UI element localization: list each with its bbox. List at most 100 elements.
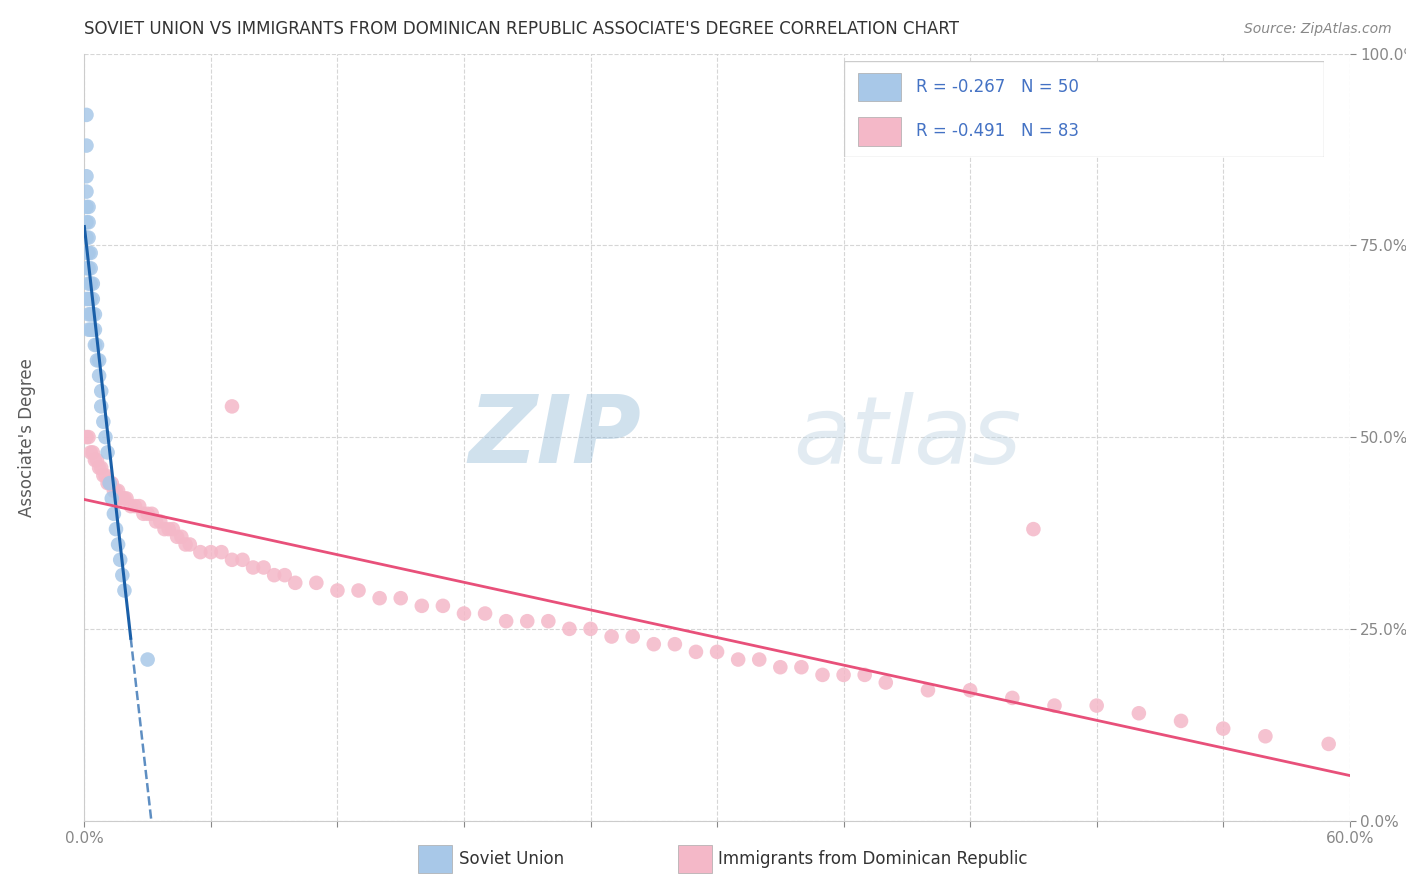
Point bbox=[76, 138, 98, 153]
Point bbox=[128, 499, 150, 513]
Point bbox=[727, 652, 749, 666]
Point bbox=[76, 185, 98, 199]
Point bbox=[1043, 698, 1066, 713]
Point bbox=[82, 307, 104, 321]
Point bbox=[86, 338, 108, 352]
Point bbox=[211, 545, 233, 559]
Point bbox=[77, 430, 100, 444]
Point bbox=[77, 246, 100, 260]
Point bbox=[1128, 706, 1150, 721]
Point bbox=[76, 246, 98, 260]
Point bbox=[959, 683, 981, 698]
Point bbox=[110, 553, 132, 567]
Point bbox=[87, 353, 111, 368]
Bar bbox=[678, 845, 713, 872]
Point bbox=[132, 507, 155, 521]
Point bbox=[76, 430, 98, 444]
Point bbox=[706, 645, 728, 659]
Point bbox=[179, 537, 201, 551]
Point bbox=[917, 683, 939, 698]
Text: ZIP: ZIP bbox=[468, 391, 641, 483]
Point bbox=[77, 307, 100, 321]
Point bbox=[77, 200, 100, 214]
Point bbox=[84, 338, 107, 352]
Point bbox=[76, 230, 98, 244]
Point bbox=[221, 553, 243, 567]
Point bbox=[94, 430, 117, 444]
Point bbox=[93, 468, 115, 483]
Point bbox=[326, 583, 349, 598]
Point bbox=[136, 507, 159, 521]
Point bbox=[1001, 690, 1024, 705]
Point bbox=[77, 277, 100, 291]
Point bbox=[79, 246, 103, 260]
Point bbox=[76, 215, 98, 229]
Point bbox=[84, 307, 107, 321]
Point bbox=[1317, 737, 1340, 751]
Point bbox=[98, 476, 121, 491]
Point bbox=[82, 277, 104, 291]
Point bbox=[274, 568, 297, 582]
Text: Associate's Degree: Associate's Degree bbox=[18, 358, 37, 516]
Point bbox=[86, 353, 108, 368]
Point bbox=[82, 292, 104, 306]
Point bbox=[389, 591, 412, 606]
Point bbox=[162, 522, 184, 536]
Point bbox=[253, 560, 276, 574]
Point bbox=[495, 614, 517, 628]
Point bbox=[145, 515, 167, 529]
Point bbox=[474, 607, 496, 621]
Point bbox=[1254, 729, 1277, 743]
Point bbox=[621, 630, 644, 644]
Point bbox=[516, 614, 538, 628]
Point bbox=[1212, 722, 1234, 736]
Point bbox=[368, 591, 391, 606]
Point bbox=[111, 568, 134, 582]
Point bbox=[82, 445, 104, 459]
Point bbox=[149, 515, 172, 529]
Point bbox=[90, 384, 112, 398]
Point bbox=[86, 453, 108, 467]
Point bbox=[558, 622, 581, 636]
Point bbox=[188, 545, 212, 559]
Point bbox=[790, 660, 813, 674]
Point bbox=[77, 261, 100, 276]
Point bbox=[347, 583, 370, 598]
Point bbox=[170, 530, 193, 544]
Point bbox=[114, 491, 135, 506]
Point bbox=[105, 483, 127, 498]
Point bbox=[832, 668, 855, 682]
Point bbox=[76, 169, 98, 184]
Point bbox=[101, 491, 124, 506]
Point bbox=[77, 292, 100, 306]
Point bbox=[579, 622, 602, 636]
Point bbox=[432, 599, 454, 613]
Point bbox=[305, 575, 328, 590]
Text: Soviet Union: Soviet Union bbox=[458, 849, 564, 868]
Point bbox=[76, 292, 98, 306]
Point bbox=[79, 261, 103, 276]
Point bbox=[453, 607, 475, 621]
Point bbox=[685, 645, 707, 659]
Point bbox=[76, 200, 98, 214]
Point bbox=[124, 499, 146, 513]
Point bbox=[79, 323, 103, 337]
Text: atlas: atlas bbox=[793, 392, 1021, 483]
Point bbox=[411, 599, 433, 613]
Point bbox=[141, 507, 163, 521]
Point bbox=[76, 108, 98, 122]
Text: Immigrants from Dominican Republic: Immigrants from Dominican Republic bbox=[718, 849, 1028, 868]
Point bbox=[103, 507, 125, 521]
Point bbox=[79, 277, 103, 291]
Point bbox=[98, 476, 121, 491]
Point bbox=[1170, 714, 1192, 728]
Point bbox=[87, 460, 111, 475]
Point bbox=[79, 445, 103, 459]
Point bbox=[111, 491, 134, 506]
Point bbox=[1085, 698, 1108, 713]
Point bbox=[748, 652, 770, 666]
Point bbox=[103, 483, 125, 498]
Point bbox=[115, 491, 138, 506]
Text: Source: ZipAtlas.com: Source: ZipAtlas.com bbox=[1244, 22, 1392, 37]
Point bbox=[537, 614, 560, 628]
